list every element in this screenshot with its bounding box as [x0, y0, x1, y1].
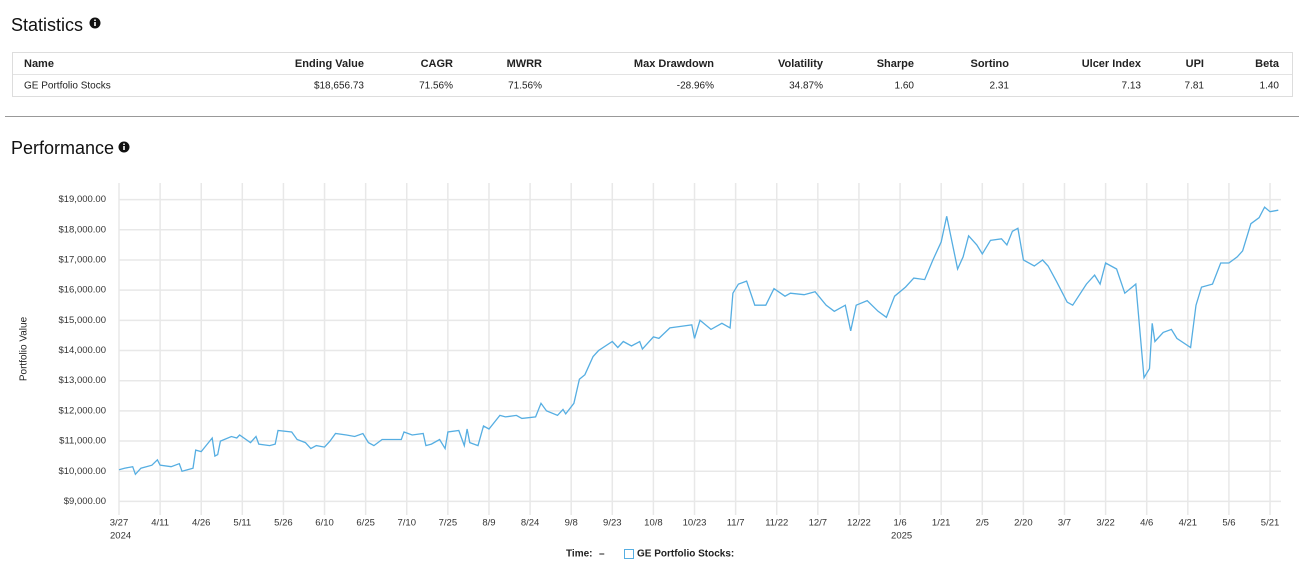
x-tick-label: 7/25	[439, 518, 458, 529]
x-tick-label: 2/5	[976, 518, 989, 529]
y-tick-label: $14,000.00	[58, 345, 106, 356]
table-header: Sharpe	[877, 58, 914, 70]
y-axis-label: Portfolio Value	[19, 316, 30, 381]
x-tick-label: 5/26	[274, 518, 293, 529]
x-tick-label: 5/6	[1222, 518, 1235, 529]
y-tick-label: $17,000.00	[58, 254, 106, 265]
info-icon[interactable]	[89, 17, 101, 29]
x-tick-year: 2024	[110, 531, 131, 542]
legend-swatch	[624, 549, 634, 559]
y-tick-label: $18,000.00	[58, 224, 106, 235]
table-border	[12, 52, 1293, 97]
x-tick-label: 2/20	[1014, 518, 1033, 529]
table-cell: $18,656.73	[314, 81, 364, 92]
x-tick-label: 1/6	[893, 518, 906, 529]
x-tick-label: 8/9	[482, 518, 495, 529]
y-tick-label: $19,000.00	[58, 194, 106, 205]
x-tick-label: 9/23	[603, 518, 622, 529]
x-tick-label: 5/11	[233, 518, 251, 529]
table-header: MWRR	[507, 58, 542, 70]
table-header: Ulcer Index	[1082, 58, 1142, 70]
x-tick-label: 6/25	[356, 518, 375, 529]
x-tick-label: 12/22	[847, 518, 871, 529]
x-tick-label: 3/7	[1058, 518, 1071, 529]
table-header: UPI	[1186, 58, 1204, 70]
x-tick-label: 3/22	[1096, 518, 1115, 529]
x-tick-label: 7/10	[398, 518, 417, 529]
table-cell: 1.40	[1260, 81, 1280, 92]
x-tick-label: 10/23	[683, 518, 707, 529]
table-header: CAGR	[421, 58, 453, 70]
x-tick-label: 12/7	[809, 518, 828, 529]
table-cell: -28.96%	[677, 81, 714, 92]
section-title: Statistics	[11, 15, 83, 35]
series-line	[118, 206, 1279, 476]
table-header: Name	[24, 58, 54, 70]
table-cell: 7.81	[1185, 81, 1205, 92]
x-tick-label: 4/6	[1140, 518, 1153, 529]
y-tick-label: $15,000.00	[58, 315, 106, 326]
x-tick-label: 11/7	[727, 518, 745, 529]
table-header: Ending Value	[295, 58, 364, 70]
legend-time-value: –	[599, 549, 605, 560]
table-cell: 2.31	[990, 81, 1010, 92]
table-cell: 7.13	[1122, 81, 1142, 92]
table-cell: 71.56%	[419, 81, 453, 92]
x-tick-year: 2025	[891, 531, 912, 542]
table-cell: 1.60	[895, 81, 915, 92]
section-title: Performance	[11, 138, 114, 158]
x-tick-label: 8/24	[521, 518, 540, 529]
x-tick-label: 3/27	[110, 518, 129, 529]
table-header: Sortino	[971, 58, 1010, 70]
y-tick-label: $9,000.00	[64, 496, 106, 507]
x-tick-label: 6/10	[315, 518, 334, 529]
table-header: Volatility	[778, 58, 824, 70]
x-tick-label: 4/11	[151, 518, 169, 529]
y-tick-label: $12,000.00	[58, 405, 106, 416]
y-tick-label: $13,000.00	[58, 375, 106, 386]
legend-time-label: Time:	[566, 549, 593, 560]
x-tick-label: 5/21	[1261, 518, 1280, 529]
x-tick-label: 10/8	[644, 518, 663, 529]
x-tick-label: 1/21	[932, 518, 951, 529]
x-tick-label: 4/21	[1179, 518, 1198, 529]
x-tick-label: 4/26	[192, 518, 211, 529]
y-tick-label: $11,000.00	[59, 436, 106, 447]
y-tick-label: $16,000.00	[58, 285, 106, 296]
info-icon[interactable]	[118, 141, 130, 153]
table-cell: 71.56%	[508, 81, 542, 92]
grid	[118, 183, 1281, 515]
x-tick-label: 11/22	[765, 518, 788, 529]
table-header: Beta	[1255, 58, 1280, 70]
table-cell: GE Portfolio Stocks	[24, 81, 111, 92]
table-cell: 34.87%	[789, 81, 823, 92]
legend-label: GE Portfolio Stocks:	[637, 549, 734, 560]
x-tick-label: 9/8	[565, 518, 578, 529]
table-header: Max Drawdown	[634, 58, 714, 70]
y-tick-label: $10,000.00	[58, 466, 106, 477]
